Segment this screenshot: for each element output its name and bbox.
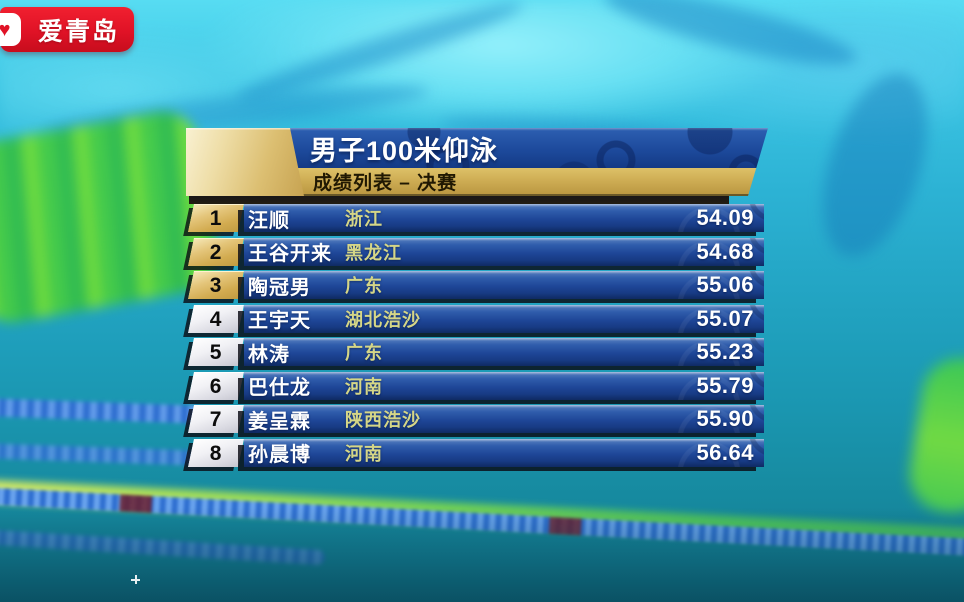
result-bar: 姜呈霖 陕西浩沙 55.90: [244, 405, 764, 433]
rank-number: 2: [210, 240, 222, 263]
rank-badge: 7: [188, 405, 244, 433]
lane-rope-yellow: [0, 479, 964, 554]
team-name: 河南: [345, 376, 383, 397]
lane-rope-blue: [0, 443, 204, 466]
athlete-name: 姜呈霖: [248, 410, 311, 433]
result-row: 8 孙晨博 河南 56.64: [186, 438, 764, 467]
team-name: 湖北浩沙: [345, 309, 421, 330]
rank-badge: 4: [188, 304, 244, 333]
gold-corner-decor: [186, 128, 304, 196]
rank-badge: 6: [188, 371, 244, 400]
result-time: 54.09: [696, 205, 754, 230]
team-name: 陕西浩沙: [345, 410, 421, 430]
water-ripple: [233, 0, 527, 110]
lane-rope-green-right: [904, 352, 964, 519]
rank-number: 6: [210, 374, 222, 397]
result-row: 4 王宇天 湖北浩沙 55.07: [186, 304, 764, 333]
lane-rope-blue: [0, 487, 964, 560]
athlete-name: 孙晨博: [248, 444, 311, 466]
result-bar: 汪顺 浙江 54.09: [244, 204, 764, 232]
result-time: 56.64: [696, 439, 754, 465]
result-time: 55.06: [696, 272, 754, 297]
panel-header: 男子100米仰泳 成绩列表 – 决赛: [186, 128, 768, 196]
result-time: 55.90: [696, 406, 754, 431]
rank-number: 7: [210, 407, 222, 431]
athlete-name: 王谷开来: [248, 243, 332, 265]
result-time: 54.68: [696, 238, 754, 264]
rank-badge: 1: [188, 204, 244, 232]
rank-number: 5: [210, 340, 222, 364]
water-ripple: [802, 60, 948, 270]
result-bar: 孙晨博 河南 56.64: [244, 438, 764, 467]
app-icon: ♥: [0, 13, 21, 46]
result-bar: 巴仕龙 河南 55.79: [244, 371, 764, 400]
athlete-name: 陶冠男: [248, 276, 311, 299]
result-bar: 王谷开来 黑龙江 54.68: [244, 237, 764, 266]
result-row: 2 王谷开来 黑龙江 54.68: [186, 237, 764, 266]
result-bar: 陶冠男 广东 55.06: [244, 271, 764, 299]
result-bar: 林涛 广东 55.23: [244, 338, 764, 366]
heart-icon: ♥: [0, 18, 11, 41]
result-time: 55.23: [696, 339, 754, 364]
results-panel: 男子100米仰泳 成绩列表 – 决赛 1 汪顺 浙江 54.09 2 王谷开来 …: [186, 128, 764, 467]
athlete-name: 汪顺: [248, 209, 290, 232]
result-time: 55.79: [696, 372, 754, 398]
team-name: 黑龙江: [345, 242, 402, 263]
lane-rope-blue: [0, 398, 204, 424]
rank-number: 8: [210, 441, 222, 464]
channel-name: 爱青岛: [38, 17, 120, 46]
water-ripple: [598, 0, 862, 79]
phase-subtitle: 成绩列表 – 决赛: [313, 172, 458, 194]
athlete-name: 王宇天: [248, 310, 311, 332]
rank-badge: 8: [188, 438, 244, 467]
result-bar: 王宇天 湖北浩沙 55.07: [244, 304, 764, 333]
water-glint: [131, 575, 140, 584]
channel-logo: ♥ 爱青岛: [0, 7, 135, 52]
rank-number: 3: [210, 273, 222, 297]
result-row: 3 陶冠男 广东 55.06: [186, 271, 764, 299]
result-time: 55.07: [696, 305, 754, 331]
rank-badge: 5: [188, 338, 244, 366]
lane-rope-blue: [0, 529, 326, 566]
athlete-name: 巴仕龙: [248, 377, 311, 399]
rank-number: 1: [210, 206, 222, 230]
result-row: 6 巴仕龙 河南 55.79: [186, 371, 764, 400]
rank-number: 4: [210, 307, 222, 330]
team-name: 广东: [345, 343, 383, 363]
result-row: 1 汪顺 浙江 54.09: [186, 204, 764, 232]
result-row: 5 林涛 广东 55.23: [186, 338, 764, 366]
pool-floor-shade: [0, 507, 964, 602]
event-title: 男子100米仰泳: [310, 135, 499, 166]
athlete-name: 林涛: [248, 343, 290, 366]
team-name: 广东: [345, 276, 383, 296]
team-name: 河南: [345, 443, 383, 464]
rank-badge: 3: [188, 271, 244, 299]
results-list: 1 汪顺 浙江 54.09 2 王谷开来 黑龙江 54.68 3 陶冠男 广东 …: [186, 204, 764, 467]
result-row: 7 姜呈霖 陕西浩沙 55.90: [186, 405, 764, 433]
rank-badge: 2: [188, 237, 244, 266]
team-name: 浙江: [345, 209, 383, 229]
